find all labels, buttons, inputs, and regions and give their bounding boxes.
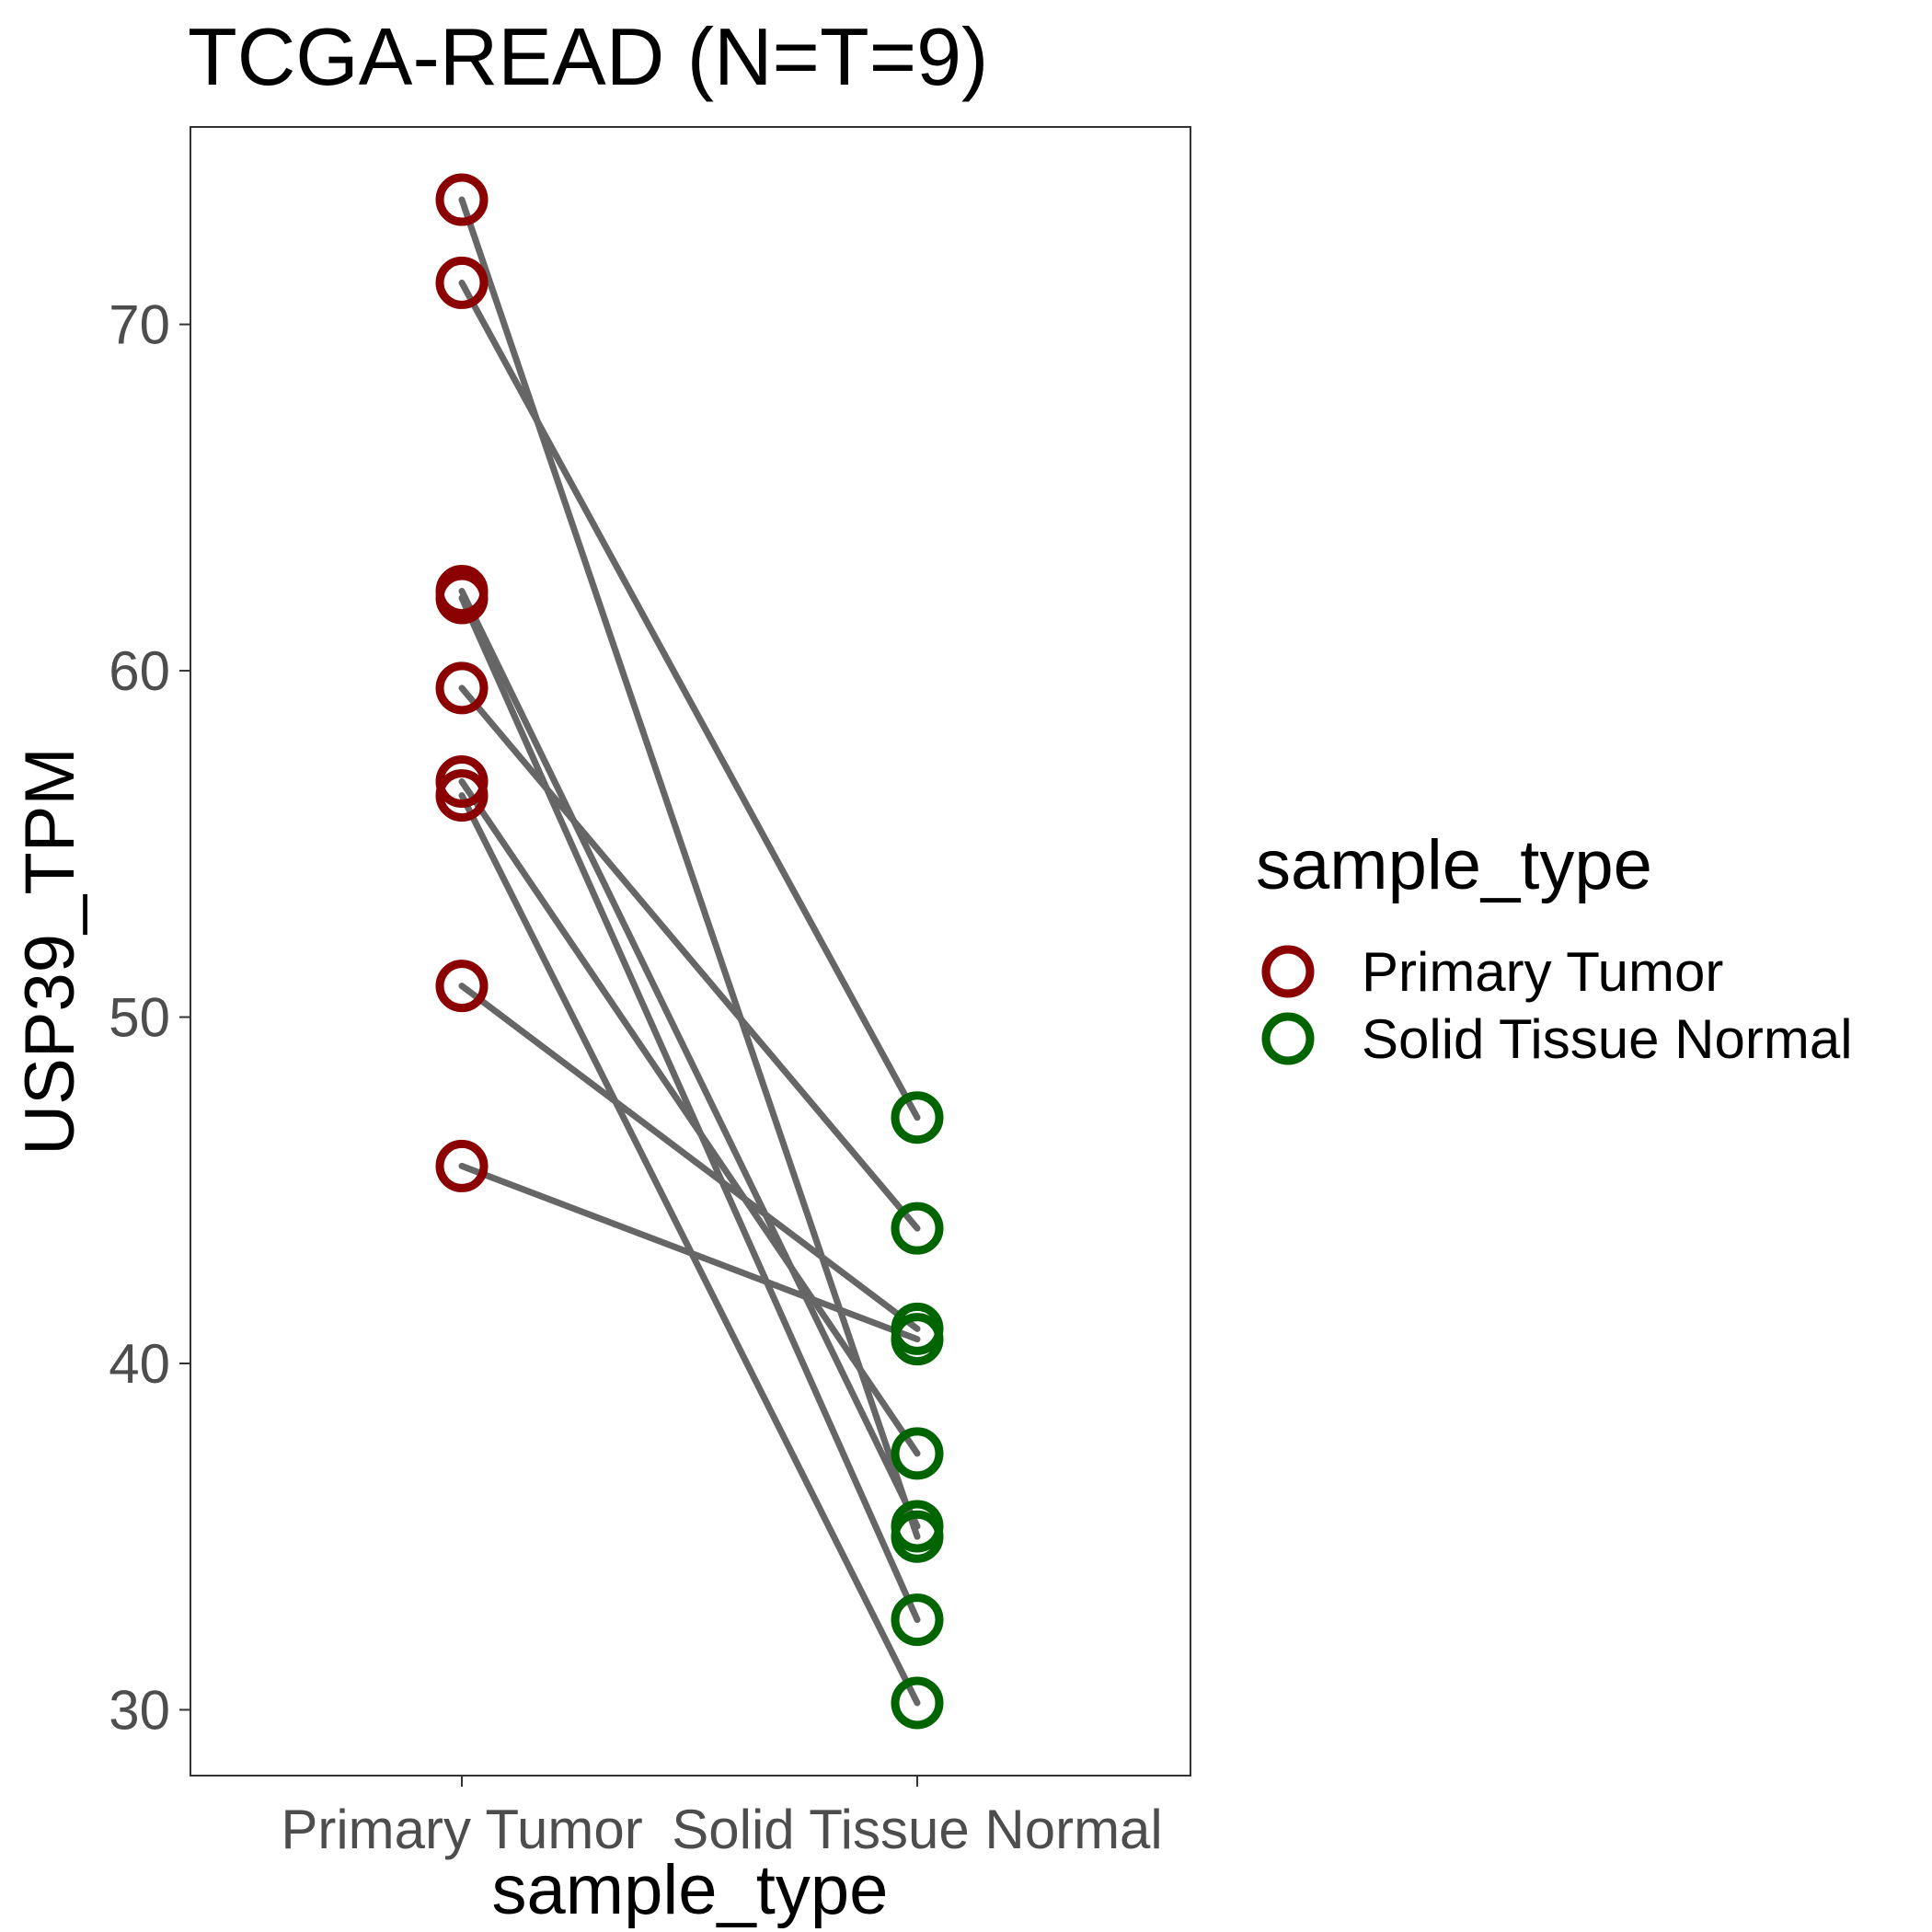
normal-point-4 <box>891 1593 944 1647</box>
y-tick-label-40: 40 <box>109 1333 170 1395</box>
tumor-point-7 <box>435 769 489 822</box>
tumor-point-1 <box>435 173 489 226</box>
tumor-point-9 <box>435 1139 489 1192</box>
tumor-point-8 <box>435 960 489 1013</box>
tumor-point-4 <box>435 571 489 625</box>
legend-key-2 <box>1261 1012 1315 1065</box>
plot-area <box>435 173 944 1730</box>
pair-line-7 <box>458 792 921 1707</box>
pair-line-2 <box>458 279 921 1121</box>
normal-point-7 <box>891 1676 944 1730</box>
chart-title: TCGA-READ (N=T=9) <box>188 11 988 102</box>
pair-line-6 <box>458 778 921 1457</box>
normal-point-5 <box>891 1202 944 1255</box>
normal-point-9 <box>891 1313 944 1366</box>
normal-point-2 <box>891 1091 944 1144</box>
legend-label-2: Solid Tissue Normal <box>1362 1008 1853 1070</box>
y-tick-label-30: 30 <box>109 1679 170 1741</box>
y-axis: 30 40 50 60 70 <box>109 294 190 1741</box>
y-axis-title: USP39_TPM <box>11 747 89 1156</box>
pair-line-9 <box>458 1162 921 1343</box>
y-tick-label-60: 60 <box>109 640 170 702</box>
normal-point-6 <box>891 1427 944 1480</box>
tumor-point-5 <box>435 661 489 715</box>
tumor-point-2 <box>435 256 489 309</box>
x-axis-title: sample_type <box>492 1851 889 1929</box>
pair-line-5 <box>458 684 921 1232</box>
pair-line-4 <box>458 594 921 1624</box>
x-tick-label-2: Solid Tissue Normal <box>672 1799 1163 1860</box>
pair-line-1 <box>458 196 921 1540</box>
x-tick-label-1: Primary Tumor <box>281 1799 642 1860</box>
legend-title: sample_type <box>1256 826 1652 904</box>
legend-label-1: Primary Tumor <box>1362 941 1723 1003</box>
panel-border <box>190 126 1191 1777</box>
pair-line-3 <box>458 587 921 1530</box>
y-tick-label-50: 50 <box>109 987 170 1049</box>
y-tick-label-70: 70 <box>109 294 170 356</box>
legend-key-1 <box>1261 945 1315 998</box>
pair-line-8 <box>458 983 921 1332</box>
x-axis: Primary Tumor Solid Tissue Normal <box>281 1776 1163 1860</box>
normal-point-3 <box>891 1500 944 1553</box>
